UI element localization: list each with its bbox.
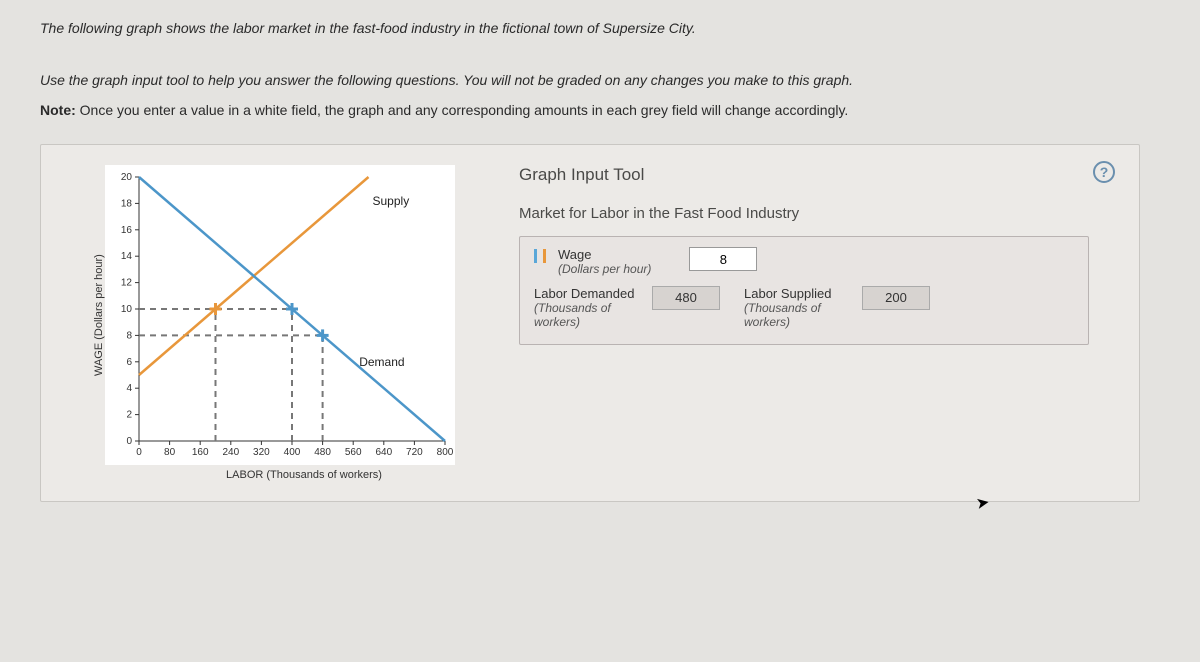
x-axis-label: LABOR (Thousands of workers) xyxy=(119,469,489,481)
labor-demanded-block: Labor Demanded (Thousands of workers) 48… xyxy=(534,286,720,330)
labor-demanded-label: Labor Demanded xyxy=(534,286,642,301)
svg-text:Demand: Demand xyxy=(359,355,404,369)
wage-label: Wage xyxy=(558,247,651,262)
svg-text:400: 400 xyxy=(284,447,301,458)
svg-text:Supply: Supply xyxy=(373,194,410,208)
svg-text:160: 160 xyxy=(192,447,209,458)
graph-input-tool: ? Graph Input Tool Market for Labor in t… xyxy=(519,165,1115,481)
tool-subheader: Market for Labor in the Fast Food Indust… xyxy=(519,205,1115,222)
page-root: The following graph shows the labor mark… xyxy=(0,0,1200,522)
chart-container: WAGE (Dollars per hour) 0 2 4 6 8 10 12 14 16 18 2… xyxy=(89,165,489,481)
svg-text:4: 4 xyxy=(126,383,132,394)
svg-text:10: 10 xyxy=(121,304,133,315)
help-icon[interactable]: ? xyxy=(1093,161,1115,183)
svg-text:2: 2 xyxy=(126,410,132,421)
svg-text:20: 20 xyxy=(121,172,133,183)
labor-supplied-label: Labor Supplied xyxy=(744,286,852,301)
wage-input[interactable] xyxy=(689,247,757,271)
labor-supplied-sublabel: (Thousands of workers) xyxy=(744,301,852,330)
help-glyph: ? xyxy=(1100,164,1109,180)
svg-text:800: 800 xyxy=(437,447,454,458)
instruction-text: Use the graph input tool to help you ans… xyxy=(40,72,1160,88)
cursor-icon: ➤ xyxy=(974,492,991,514)
y-axis-label: WAGE (Dollars per hour) xyxy=(89,165,105,465)
svg-text:0: 0 xyxy=(136,447,142,458)
input-fields-box: Wage (Dollars per hour) Labor Demanded (… xyxy=(519,236,1089,345)
labor-demanded-sublabel: (Thousands of workers) xyxy=(534,301,642,330)
svg-text:6: 6 xyxy=(126,357,132,368)
labor-supplied-block: Labor Supplied (Thousands of workers) 20… xyxy=(744,286,930,330)
svg-text:0: 0 xyxy=(126,436,132,447)
intro-text: The following graph shows the labor mark… xyxy=(40,20,1160,36)
svg-text:12: 12 xyxy=(121,278,133,289)
tool-title: Graph Input Tool xyxy=(519,165,1115,185)
svg-text:720: 720 xyxy=(406,447,423,458)
derived-columns: Labor Demanded (Thousands of workers) 48… xyxy=(534,286,1074,330)
note-text: Note: Once you enter a value in a white … xyxy=(40,102,1160,118)
svg-text:8: 8 xyxy=(126,330,132,341)
svg-text:640: 640 xyxy=(375,447,392,458)
svg-text:80: 80 xyxy=(164,447,176,458)
svg-text:14: 14 xyxy=(121,251,133,262)
labor-demanded-value: 480 xyxy=(652,286,720,310)
svg-text:18: 18 xyxy=(121,198,133,209)
note-body: Once you enter a value in a white field,… xyxy=(76,102,849,118)
labor-market-chart[interactable]: 0 2 4 6 8 10 12 14 16 18 20 0 80 160 240 320 400 480 560 64… xyxy=(105,165,455,465)
wage-sublabel: (Dollars per hour) xyxy=(558,262,651,276)
svg-text:16: 16 xyxy=(121,225,133,236)
wage-color-swatch xyxy=(534,249,546,263)
wage-row: Wage (Dollars per hour) xyxy=(534,247,1074,276)
svg-text:560: 560 xyxy=(345,447,362,458)
svg-text:480: 480 xyxy=(314,447,331,458)
note-prefix: Note: xyxy=(40,102,76,118)
svg-text:320: 320 xyxy=(253,447,270,458)
svg-text:240: 240 xyxy=(222,447,239,458)
wage-label-block: Wage (Dollars per hour) xyxy=(558,247,651,276)
labor-supplied-value: 200 xyxy=(862,286,930,310)
content-panel: WAGE (Dollars per hour) 0 2 4 6 8 10 12 14 16 18 2… xyxy=(40,144,1140,502)
